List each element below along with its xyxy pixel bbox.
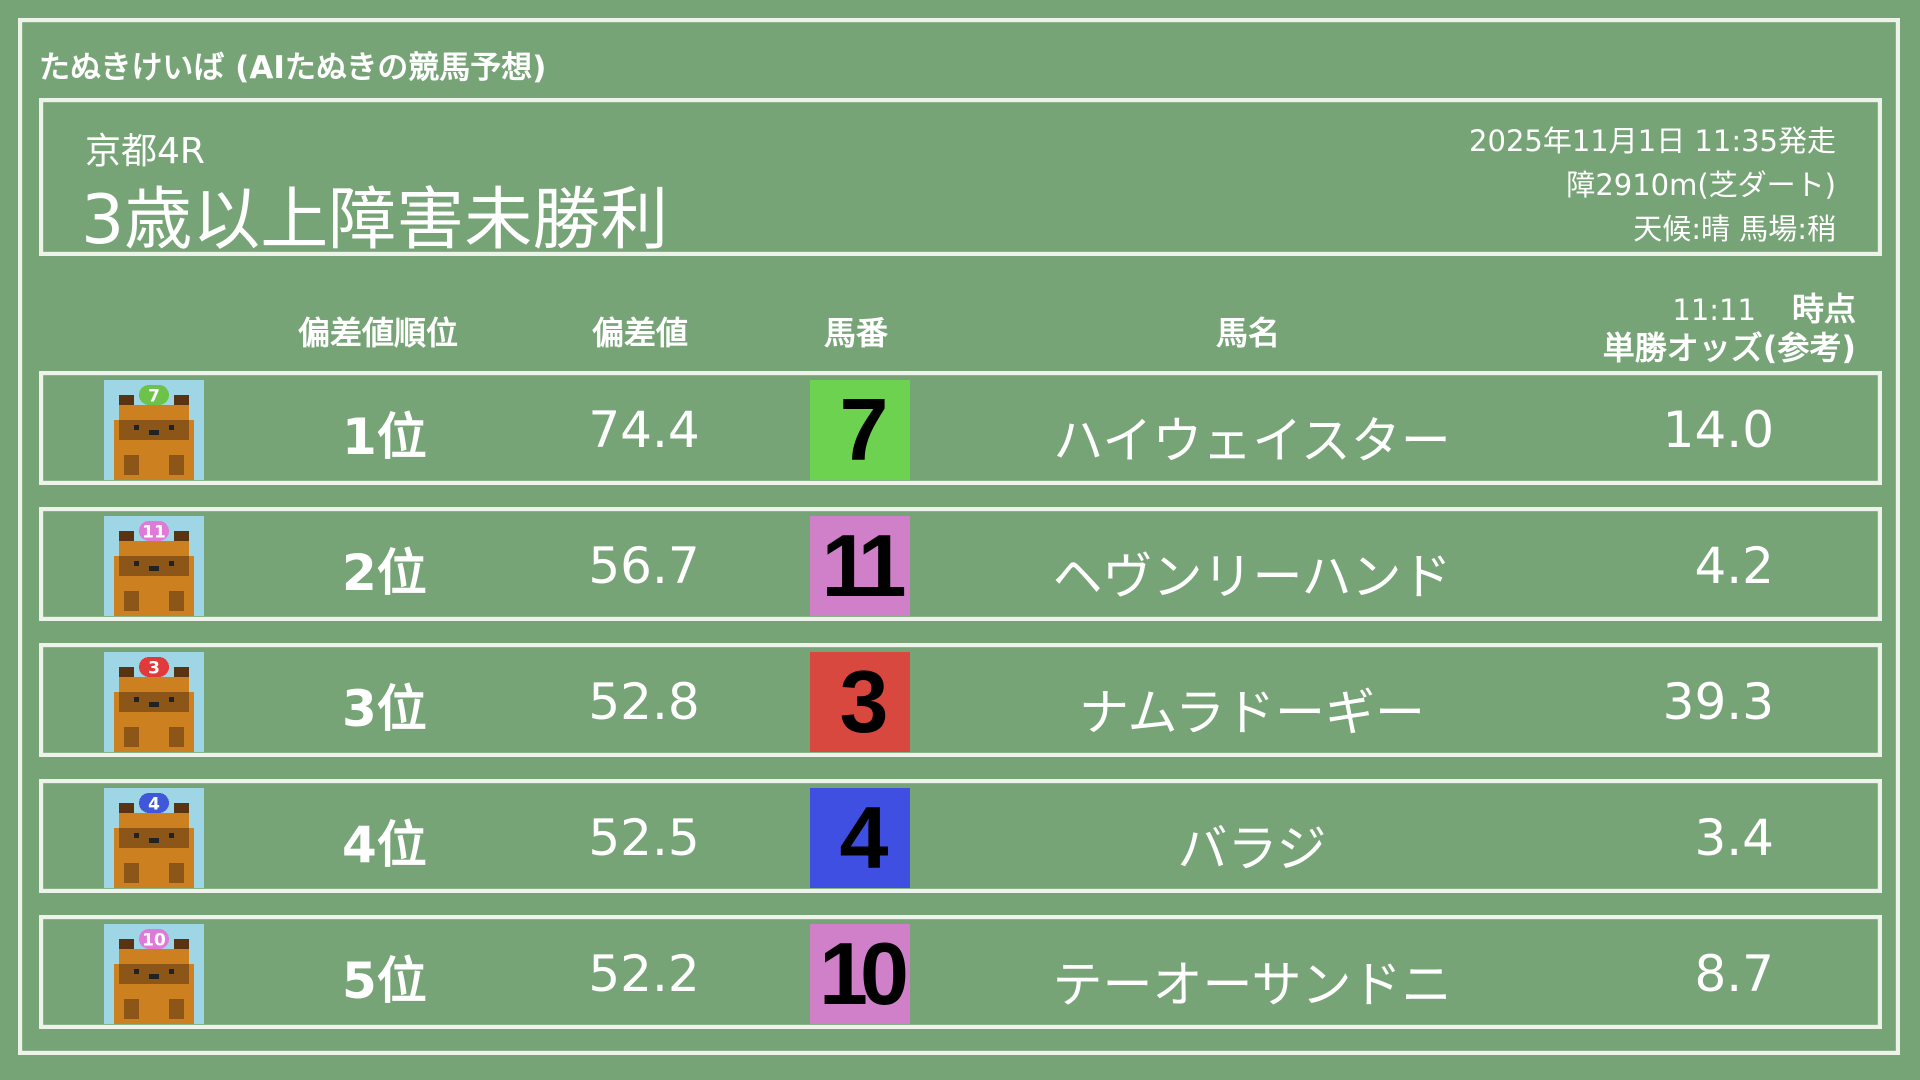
svg-text:10: 10 [142, 931, 166, 951]
deviation-score: 74.4 [588, 401, 700, 459]
board-frame [18, 18, 1900, 1055]
rank: 3位 [342, 680, 427, 738]
column-score: 偏差値 [591, 314, 689, 352]
tanuki-avatar-icon: 7 [104, 380, 204, 480]
rank: 4位 [342, 816, 427, 874]
column-odds: 11:11 時点 単勝オッズ(参考) [1603, 290, 1856, 367]
horse-name: バラジ [1177, 820, 1327, 878]
win-odds: 39.3 [1662, 673, 1774, 731]
deviation-score: 52.2 [588, 945, 700, 1003]
horse-name: ヘヴンリーハンド [1052, 548, 1452, 606]
rank: 2位 [342, 544, 427, 602]
win-odds: 14.0 [1662, 401, 1774, 459]
svg-text:3: 3 [148, 659, 160, 679]
table-row: 4 4位 52.5 4 バラジ 3.4 [39, 779, 1882, 893]
tanuki-avatar-icon: 10 [104, 924, 204, 1024]
column-number: 馬番 [823, 314, 889, 352]
race-datetime: 2025年11月1日 11:35発走 [1469, 124, 1836, 158]
race-name: 3歳以上障害未勝利 [81, 181, 669, 260]
svg-text:11: 11 [142, 523, 166, 543]
horse-number-badge: 4 [810, 788, 910, 888]
deviation-score: 52.5 [588, 809, 700, 867]
horse-name: ナムラドーギー [1079, 684, 1425, 742]
race-venue: 京都4R [85, 131, 205, 172]
table-row: 10 5位 52.2 10 テーオーサンドニ 8.7 [39, 915, 1882, 1029]
deviation-score: 56.7 [588, 537, 700, 595]
race-header: 京都4R 3歳以上障害未勝利 2025年11月1日 11:35発走 障2910m… [39, 98, 1882, 260]
odds-time: 11:11 [1672, 293, 1756, 327]
win-odds: 4.2 [1694, 537, 1774, 595]
svg-text:4: 4 [148, 795, 160, 815]
win-odds: 3.4 [1694, 809, 1774, 867]
site-title: たぬきけいば (AIたぬきの競馬予想) [39, 50, 547, 86]
table-row: 7 1位 74.4 7 ハイウェイスター 14.0 [39, 371, 1882, 485]
race-course: 障2910m(芝ダート) [1566, 168, 1836, 202]
table-row: 3 3位 52.8 3 ナムラドーギー 39.3 [39, 643, 1882, 757]
tanuki-avatar-icon: 4 [104, 788, 204, 888]
column-horse: 馬名 [1215, 314, 1281, 352]
win-odds: 8.7 [1694, 945, 1774, 1003]
tanuki-avatar-icon: 11 [104, 516, 204, 616]
horse-number-badge: 10 [810, 924, 910, 1024]
odds-time-suffix: 時点 [1791, 290, 1856, 328]
tanuki-avatar-icon: 3 [104, 652, 204, 752]
horse-number-badge: 3 [810, 652, 910, 752]
table-row: 11 2位 56.7 11 ヘヴンリーハンド 4.2 [39, 507, 1882, 621]
horse-name: テーオーサンドニ [1052, 956, 1452, 1014]
rank: 5位 [342, 952, 427, 1010]
horse-number-badge: 7 [810, 380, 910, 480]
horse-name: ハイウェイスター [1053, 412, 1451, 470]
horse-number-badge: 11 [810, 516, 910, 616]
svg-text:7: 7 [148, 387, 160, 407]
rank: 1位 [342, 408, 427, 466]
odds-label: 単勝オッズ(参考) [1602, 329, 1856, 367]
race-conditions: 天候:晴 馬場:稍 [1633, 212, 1836, 246]
deviation-score: 52.8 [588, 673, 700, 731]
column-rank: 偏差値順位 [297, 314, 459, 352]
